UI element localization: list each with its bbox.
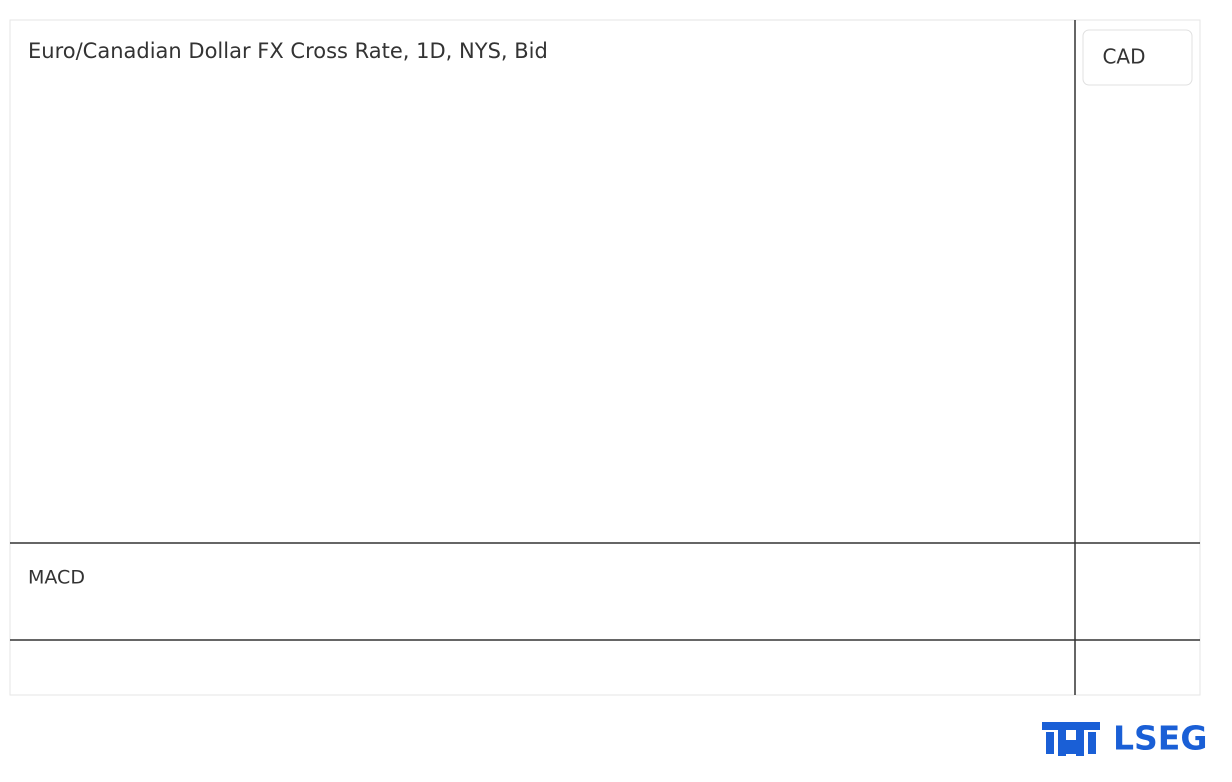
chart-title: Euro/Canadian Dollar FX Cross Rate, 1D, … <box>28 39 548 63</box>
logo-bar <box>1046 732 1054 754</box>
currency-label: CAD <box>1102 45 1145 69</box>
lseg-logo <box>1042 722 1100 756</box>
logo-bar <box>1088 732 1096 754</box>
indicator-title: MACD <box>28 567 85 589</box>
logo-bar <box>1076 730 1084 756</box>
logo-bar <box>1066 740 1076 754</box>
brand: LSEG <box>1113 719 1207 758</box>
logo-bar <box>1042 722 1100 730</box>
chart-frame <box>9 19 1201 696</box>
currency-box[interactable] <box>1082 29 1193 86</box>
logo-bar <box>1058 730 1066 756</box>
